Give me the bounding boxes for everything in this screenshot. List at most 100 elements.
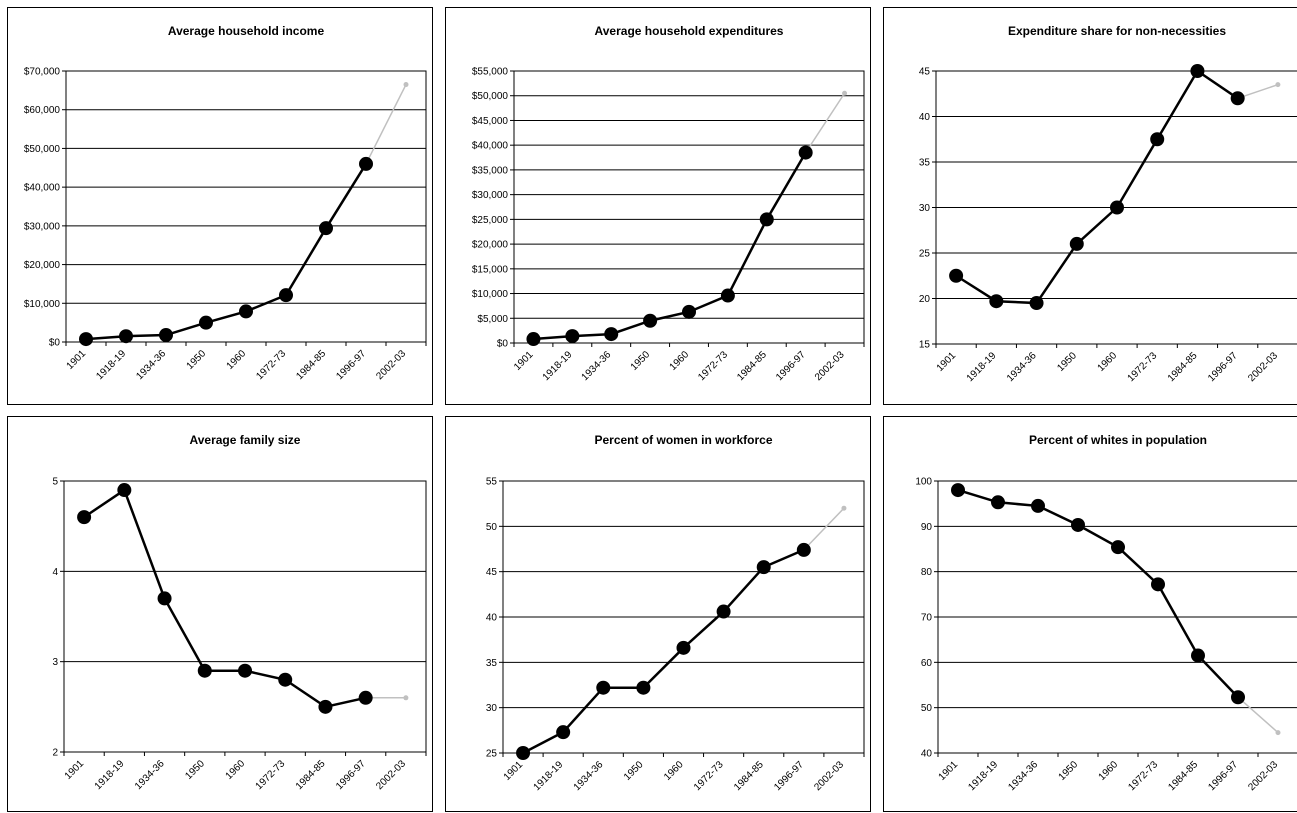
chart-panel-women-workforce: Percent of women in workforce 25 30 35 40 45 5… — [445, 416, 871, 812]
y-tick-label: 15 — [919, 340, 931, 351]
x-tick-label: 1972-73 — [254, 758, 288, 792]
projection-line — [1237, 696, 1279, 734]
data-point — [318, 699, 333, 714]
y-tick-label: $20,000 — [472, 240, 509, 251]
series-line — [533, 151, 807, 341]
data-point — [199, 315, 213, 330]
data-point — [756, 560, 771, 575]
chart-title: Average family size — [190, 433, 301, 447]
y-tick-label: $50,000 — [24, 144, 61, 155]
y-tick-label: $0 — [497, 339, 509, 350]
x-tick-label: 1972-73 — [692, 759, 726, 793]
data-point — [565, 329, 580, 344]
x-tick-label: 1901 — [502, 759, 526, 783]
x-tick-label: 1996-97 — [334, 348, 368, 382]
data-point — [949, 268, 964, 283]
projection-line — [803, 507, 845, 551]
y-tick-label: $70,000 — [24, 67, 61, 78]
data-point — [643, 313, 658, 328]
plot-area — [63, 480, 427, 753]
x-tick-label: 1950 — [185, 348, 209, 372]
data-point — [319, 221, 333, 236]
data-point — [682, 304, 696, 319]
series-line — [85, 163, 368, 341]
x-tick-label: 1934-36 — [580, 349, 614, 383]
projection-line — [805, 92, 846, 154]
data-point — [77, 510, 92, 525]
x-tick-label: 1918-19 — [532, 759, 566, 793]
chart-panel-household-expenditures: Average household expenditures $0 $5,000 $1… — [445, 7, 871, 405]
y-tick-label: 50 — [486, 522, 498, 533]
chart-panel-household-income: Average household income $0 $10,000 $20,000… — [7, 7, 433, 405]
x-tick-label: 1918-19 — [966, 759, 1000, 793]
y-tick-label: $55,000 — [472, 67, 509, 78]
chart-svg: Percent of women in workforce 25 30 35 40 45 5… — [486, 433, 865, 793]
y-tick-label: $60,000 — [24, 105, 61, 116]
chart-title: Percent of women in workforce — [594, 433, 772, 447]
x-tick-label: 1918-19 — [541, 349, 575, 383]
data-point — [989, 294, 1004, 309]
x-tick-label: 1996-97 — [1206, 350, 1240, 384]
x-tick-label: 1972-73 — [254, 348, 288, 382]
series-line — [83, 488, 366, 709]
x-tick-label: 1950 — [1055, 350, 1079, 374]
x-tick-label: 1984-85 — [732, 759, 766, 793]
y-tick-label: 20 — [919, 294, 931, 305]
x-tick-label: 1934-36 — [133, 758, 167, 792]
y-tick-label: 3 — [52, 657, 58, 668]
chart-svg: Average household income $0 $10,000 $20,000… — [24, 24, 427, 382]
y-tick-label: $25,000 — [472, 215, 509, 226]
data-point — [119, 329, 133, 344]
data-point — [358, 690, 373, 705]
x-tick-label: 1972-73 — [1126, 759, 1160, 793]
data-point — [636, 680, 651, 695]
y-tick-label: 45 — [486, 567, 498, 578]
y-tick-label: 80 — [921, 567, 933, 578]
y-tick-label: $35,000 — [472, 165, 509, 176]
data-point — [716, 604, 731, 619]
chart-panel-whites-population: Percent of whites in population 40 50 60 70 8… — [883, 416, 1297, 812]
y-tick-label: $5,000 — [477, 314, 508, 325]
chart-svg: Average family size 2 3 4 5 1901 1918-19 1934-3… — [52, 433, 427, 792]
data-point — [1151, 577, 1165, 592]
y-tick-label: $50,000 — [472, 91, 509, 102]
data-point — [1230, 91, 1245, 106]
y-tick-label: 55 — [486, 477, 498, 488]
x-tick-label: 1984-85 — [735, 349, 769, 383]
x-tick-label: 1996-97 — [772, 759, 806, 793]
data-point — [197, 663, 212, 678]
data-point — [526, 332, 541, 347]
data-point — [359, 156, 373, 171]
y-tick-label: $0 — [49, 338, 61, 349]
data-point — [798, 145, 813, 160]
data-point — [238, 663, 252, 678]
x-tick-label: 1950 — [622, 759, 646, 783]
projection-point — [841, 505, 847, 511]
x-tick-label: 2002-03 — [374, 348, 408, 382]
data-point — [951, 483, 965, 498]
x-tick-label: 1918-19 — [94, 348, 128, 382]
data-point — [157, 591, 172, 606]
y-tick-label: 90 — [921, 522, 933, 533]
data-point — [759, 212, 774, 227]
y-tick-label: $45,000 — [472, 116, 509, 127]
projection-point — [842, 90, 848, 96]
y-tick-label: 25 — [486, 749, 498, 760]
x-tick-label: 1934-36 — [134, 348, 168, 382]
x-tick-label: 1960 — [1097, 759, 1121, 783]
x-tick-label: 1984-85 — [1166, 759, 1200, 793]
x-tick-label: 1950 — [629, 349, 653, 373]
y-tick-label: 2 — [52, 748, 58, 759]
x-tick-label: 1972-73 — [1126, 350, 1160, 384]
x-tick-label: 1901 — [63, 758, 87, 782]
series-line — [957, 488, 1239, 699]
x-tick-label: 1934-36 — [1005, 350, 1039, 384]
data-point — [1191, 648, 1205, 663]
data-point — [159, 328, 173, 343]
chart-panel-non-necessities-share: Expenditure share for non-necessities 15 2… — [883, 7, 1297, 405]
projection-point — [403, 82, 409, 88]
x-tick-label: 1901 — [65, 348, 89, 372]
y-tick-label: 40 — [486, 613, 498, 624]
x-tick-label: 2002-03 — [374, 758, 408, 792]
chart-svg: Average household expenditures $0 $5,000 $1… — [472, 24, 865, 383]
